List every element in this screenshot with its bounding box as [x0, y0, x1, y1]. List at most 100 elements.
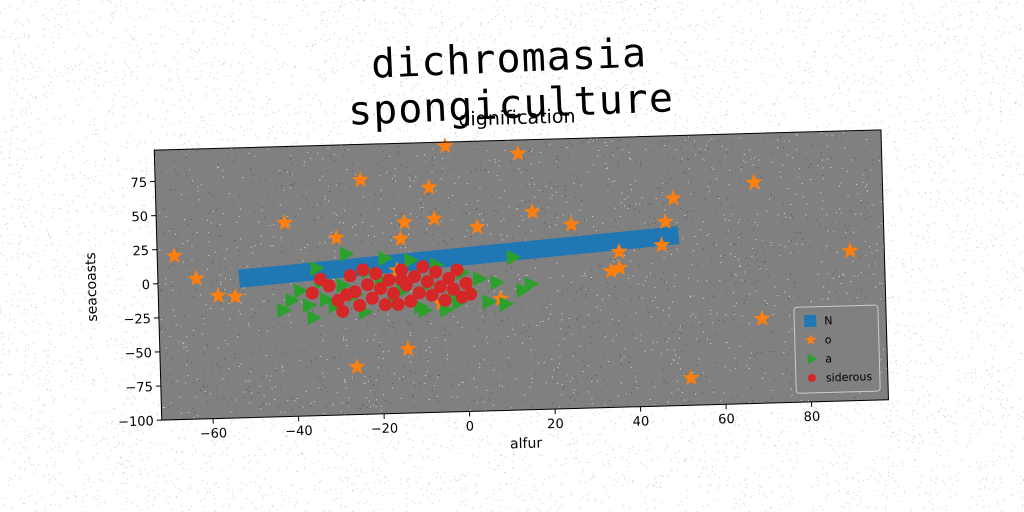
noise-dot	[720, 204, 722, 206]
noise-dot	[580, 301, 582, 303]
noise-dot	[172, 309, 175, 311]
data-point-triangle-right	[310, 260, 325, 277]
noise-dot	[576, 319, 578, 321]
noise-dot	[612, 297, 614, 299]
noise-dot	[702, 372, 704, 374]
chart-title: dignification	[458, 105, 576, 130]
noise-dot	[185, 346, 187, 348]
noise-dot	[313, 219, 315, 221]
noise-dot	[427, 314, 429, 316]
noise-dot	[246, 265, 248, 267]
noise-dot	[265, 355, 267, 357]
noise-dot	[410, 213, 412, 215]
noise-dot	[433, 156, 435, 158]
noise-dot	[696, 338, 698, 340]
noise-dot	[791, 229, 793, 231]
noise-dot	[458, 384, 460, 386]
noise-dot	[343, 335, 345, 337]
noise-dot	[558, 406, 560, 408]
noise-dot	[210, 371, 212, 373]
noise-dot	[713, 295, 715, 297]
noise-dot	[424, 382, 426, 384]
noise-dot	[261, 370, 263, 372]
noise-dot	[680, 387, 682, 389]
noise-dot	[220, 281, 222, 283]
noise-dot	[784, 291, 786, 293]
noise-dot	[497, 236, 499, 238]
noise-dot	[780, 176, 782, 178]
noise-dot	[388, 350, 390, 352]
noise-dot	[669, 178, 671, 180]
noise-dot	[779, 171, 781, 173]
noise-dot	[635, 337, 637, 339]
noise-dot	[287, 216, 289, 218]
noise-dot	[686, 211, 688, 213]
noise-dot	[218, 258, 220, 260]
legend-label: siderous	[826, 370, 873, 384]
noise-dot	[279, 173, 281, 175]
noise-dot	[161, 331, 163, 333]
noise-dot	[640, 161, 642, 163]
noise-dot	[530, 230, 532, 232]
noise-dot	[595, 230, 597, 232]
noise-dot	[526, 274, 528, 276]
noise-dot	[695, 154, 697, 156]
noise-dot	[760, 176, 762, 179]
noise-dot	[743, 302, 745, 304]
noise-dot	[216, 279, 218, 281]
noise-dot	[440, 220, 443, 222]
noise-dot	[827, 230, 829, 232]
noise-dot	[187, 224, 189, 226]
noise-dot	[326, 359, 328, 361]
noise-dot	[771, 244, 773, 246]
noise-dot	[705, 149, 707, 151]
noise-dot	[435, 336, 437, 339]
data-point-circle	[353, 298, 367, 312]
noise-dot	[327, 147, 329, 149]
noise-dot	[583, 365, 585, 367]
noise-dot	[281, 239, 284, 241]
noise-dot	[402, 376, 404, 378]
noise-dot	[169, 374, 171, 376]
noise-dot	[177, 174, 179, 176]
noise-dot	[345, 387, 347, 389]
noise-dot	[641, 297, 643, 299]
noise-dot	[381, 167, 383, 169]
noise-dot	[697, 280, 699, 282]
noise-dot	[409, 174, 411, 176]
noise-dot	[471, 277, 473, 279]
noise-dot	[470, 236, 472, 238]
noise-dot	[174, 169, 176, 171]
noise-dot	[864, 186, 866, 188]
noise-dot	[249, 386, 251, 388]
noise-dot	[750, 387, 752, 389]
noise-dot	[325, 387, 327, 389]
noise-dot	[684, 214, 686, 216]
noise-dot	[249, 402, 251, 404]
noise-dot	[665, 282, 667, 284]
noise-dot	[302, 195, 304, 197]
noise-dot	[612, 404, 615, 406]
noise-dot	[873, 273, 875, 275]
noise-dot	[364, 375, 366, 377]
noise-dot	[874, 263, 876, 265]
noise-dot	[551, 224, 553, 226]
noise-dot	[392, 180, 394, 182]
noise-dot	[607, 185, 609, 187]
noise-dot	[468, 406, 470, 408]
noise-dot	[605, 168, 607, 170]
noise-dot	[822, 178, 824, 180]
noise-dot	[738, 222, 740, 224]
noise-dot	[290, 396, 292, 398]
noise-dot	[756, 259, 758, 261]
noise-dot	[679, 208, 681, 210]
noise-dot	[521, 311, 523, 313]
noise-dot	[686, 157, 688, 159]
noise-dot	[168, 230, 170, 232]
noise-dot	[440, 409, 442, 411]
noise-dot	[638, 248, 640, 250]
noise-dot	[163, 406, 165, 409]
noise-dot	[420, 202, 422, 204]
noise-dot	[719, 400, 721, 402]
noise-dot	[172, 289, 174, 291]
